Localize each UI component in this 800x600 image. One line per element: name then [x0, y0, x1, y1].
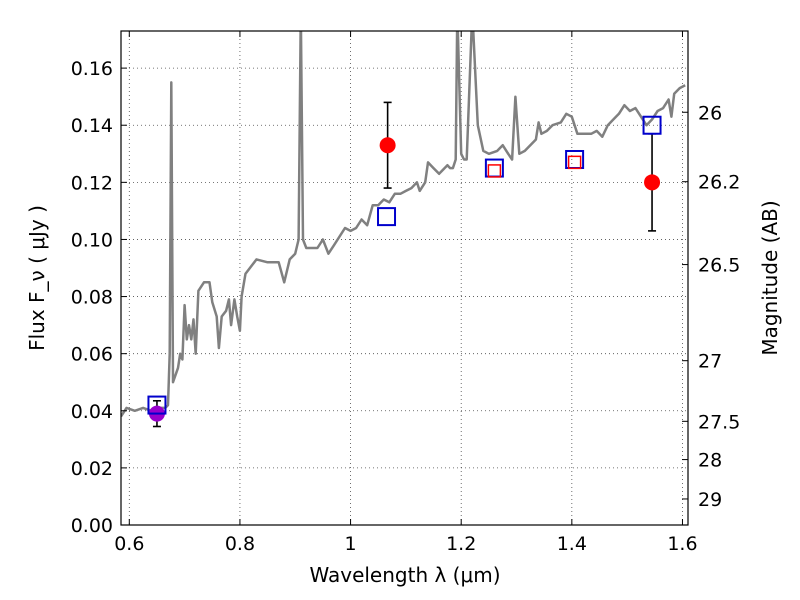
x-tick-label: 1.6: [667, 533, 697, 555]
y-tick-label: 0.02: [71, 458, 113, 480]
y-tick-label: 0.14: [71, 115, 113, 137]
model-square: [147, 395, 167, 415]
y-tick-label: 0.00: [71, 515, 113, 537]
spectrum-line: [121, 31, 686, 418]
model-square: [642, 115, 662, 135]
mag-tick-label: 27: [698, 351, 722, 373]
mag-tick-label: 28: [698, 450, 722, 472]
x-tick-label: 1: [345, 533, 357, 555]
x-tick-label: 1.4: [557, 533, 587, 555]
mag-tick-label: 26.5: [698, 255, 740, 277]
x-axis-label: Wavelength λ (μm): [309, 563, 500, 587]
model-square-small: [487, 164, 502, 178]
x-tick-label: 1.2: [446, 533, 476, 555]
x-tick-label: 0.8: [225, 533, 255, 555]
y-tick-label: 0.04: [71, 401, 113, 423]
mag-tick-label: 29: [698, 489, 722, 511]
observed-point: [644, 174, 661, 191]
y-tick-label: 0.12: [71, 172, 113, 194]
model-square: [377, 207, 397, 227]
y-axis-label: Flux F_ν ( μJy ): [25, 205, 49, 351]
plot-area: [121, 31, 686, 428]
y2-axis-label: Magnitude (AB): [758, 200, 782, 355]
axis-ticks: 0.6 0.8 1 1.2 1.4 1.6 0.00 0.02 0.04 0.06 0.08 0.10…: [71, 31, 740, 555]
y-tick-label: 0.16: [71, 58, 113, 80]
plot-frame: [120, 30, 689, 526]
mag-tick-label: 26: [698, 102, 722, 124]
y-tick-label: 0.08: [71, 287, 113, 309]
y-tick-label: 0.06: [71, 344, 113, 366]
mag-tick-label: 27.5: [698, 411, 740, 433]
mag-tick-label: 26.2: [698, 172, 740, 194]
observed-point: [379, 137, 396, 154]
x-tick-label: 0.6: [114, 533, 144, 555]
y-tick-label: 0.10: [71, 229, 113, 251]
model-square-small: [567, 155, 582, 170]
